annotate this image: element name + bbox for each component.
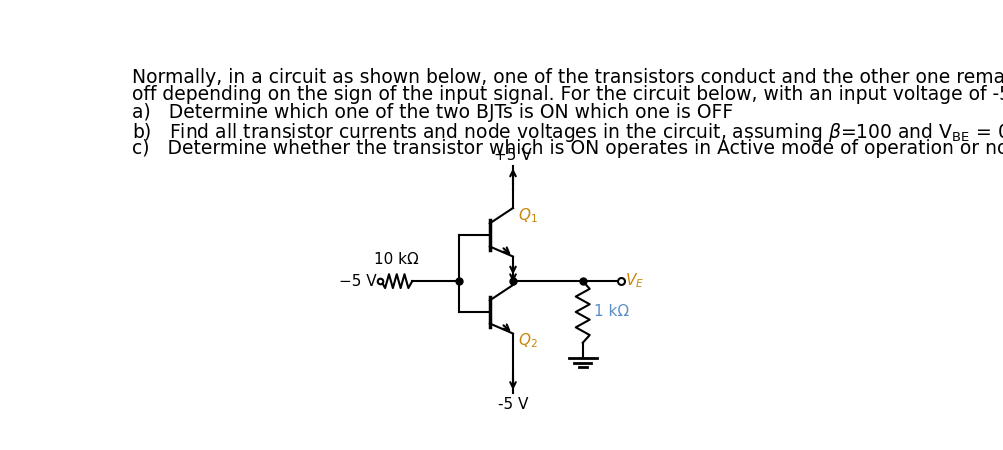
Text: Normally, in a circuit as shown below, one of the transistors conduct and the ot: Normally, in a circuit as shown below, o… (131, 68, 1003, 87)
Text: c)   Determine whether the transistor which is ON operates in Active mode of ope: c) Determine whether the transistor whic… (131, 140, 1003, 158)
Text: a)   Determine which one of the two BJTs is ON which one is OFF: a) Determine which one of the two BJTs i… (131, 103, 732, 122)
Text: $V_E$: $V_E$ (624, 272, 643, 291)
Text: $Q_2$: $Q_2$ (518, 331, 537, 350)
Text: off depending on the sign of the input signal. For the circuit below, with an in: off depending on the sign of the input s… (131, 85, 1003, 104)
Text: 1 kΩ: 1 kΩ (593, 305, 628, 320)
Text: $Q_1$: $Q_1$ (518, 207, 537, 225)
Text: −5 V: −5 V (339, 274, 376, 288)
Text: -5 V: -5 V (497, 396, 528, 412)
Text: b)   Find all transistor currents and node voltages in the circuit, assuming $\b: b) Find all transistor currents and node… (131, 121, 1003, 144)
Text: +5 V: +5 V (493, 148, 532, 162)
Text: 10 kΩ: 10 kΩ (374, 252, 418, 267)
